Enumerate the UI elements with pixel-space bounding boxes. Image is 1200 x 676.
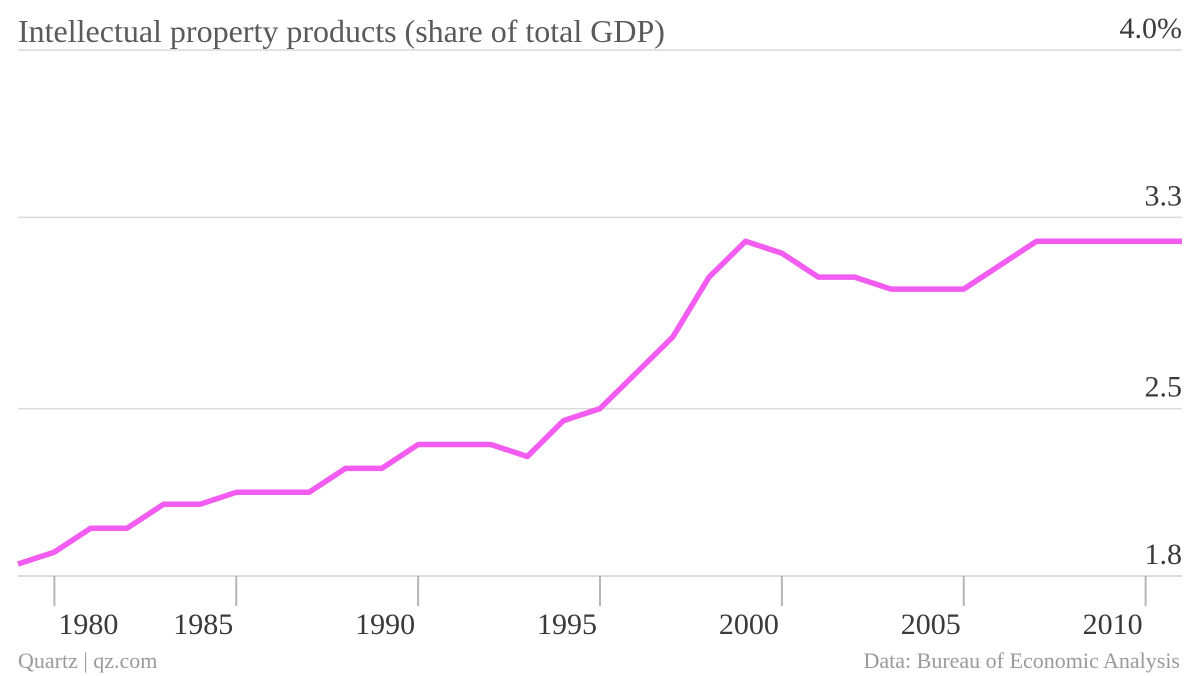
y-tick-label: 3.3: [1145, 179, 1183, 212]
x-tick-label: 1990: [355, 608, 415, 641]
series-layer: [17, 238, 1182, 567]
x-axis: 1980 1985 1990 1995 2000 2005 2010: [53, 576, 1147, 641]
x-tick-label: 2005: [901, 608, 961, 641]
y-tick-label: 1.8: [1145, 538, 1183, 571]
source-credit: Quartz | qz.com: [18, 648, 157, 673]
x-tick-label: 1995: [537, 608, 597, 641]
x-tick-label: 1980: [58, 608, 118, 641]
y-tick-label: 4.0%: [1120, 12, 1183, 45]
y-axis-tick-labels: 4.0% 3.3 2.5 1.8: [1120, 12, 1183, 571]
x-tick-label: 2000: [719, 608, 779, 641]
chart-title: Intellectual property products (share of…: [18, 13, 665, 49]
x-tick-label: 2010: [1083, 608, 1143, 641]
series-line: [17, 238, 1182, 567]
y-tick-label: 2.5: [1145, 371, 1183, 404]
x-tick-label: 1985: [173, 608, 233, 641]
grid-layer: [18, 49, 1182, 577]
data-source: Data: Bureau of Economic Analysis: [864, 648, 1180, 673]
